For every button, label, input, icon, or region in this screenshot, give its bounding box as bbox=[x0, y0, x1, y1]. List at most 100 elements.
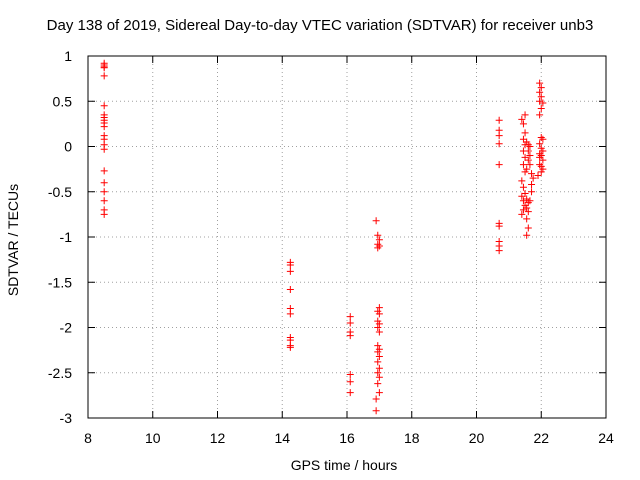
y-tick-label: -2.5 bbox=[48, 365, 72, 381]
data-point bbox=[523, 204, 531, 212]
data-point bbox=[100, 197, 108, 205]
data-point bbox=[526, 143, 534, 150]
y-tick-label: -2 bbox=[60, 320, 73, 336]
data-point bbox=[521, 190, 529, 198]
data-point bbox=[375, 236, 383, 244]
data-point bbox=[374, 348, 382, 356]
data-point bbox=[100, 179, 108, 187]
y-tick-label: 0.5 bbox=[53, 93, 73, 109]
data-point bbox=[375, 310, 383, 318]
data-point bbox=[526, 197, 534, 205]
y-tick-label: -1 bbox=[60, 229, 73, 245]
data-point bbox=[375, 389, 383, 397]
chart-title: Day 138 of 2019, Sidereal Day-to-day VTE… bbox=[46, 17, 594, 34]
y-tick-label: 1 bbox=[64, 48, 72, 64]
data-point bbox=[495, 116, 503, 124]
data-point bbox=[346, 371, 354, 379]
data-point bbox=[524, 224, 532, 232]
y-tick-label: -0.5 bbox=[48, 184, 72, 200]
data-point bbox=[524, 147, 532, 155]
data-point bbox=[528, 170, 536, 178]
data-points bbox=[100, 59, 547, 415]
x-tick-label: 8 bbox=[84, 430, 92, 446]
data-point bbox=[375, 320, 383, 328]
data-point bbox=[519, 197, 527, 205]
data-point bbox=[372, 217, 380, 225]
data-point bbox=[536, 153, 544, 161]
data-point bbox=[372, 407, 380, 415]
data-point bbox=[524, 141, 532, 149]
x-tick-labels: 8 10 12 14 16 18 20 22 24 bbox=[84, 430, 614, 446]
data-point bbox=[537, 84, 545, 92]
x-tick-label: 24 bbox=[598, 430, 614, 446]
x-tick-label: 14 bbox=[274, 430, 290, 446]
data-point bbox=[346, 319, 354, 327]
data-point bbox=[519, 206, 527, 214]
x-tick-label: 18 bbox=[404, 430, 420, 446]
data-point bbox=[537, 104, 545, 112]
data-point bbox=[372, 395, 380, 403]
data-point bbox=[536, 97, 544, 105]
data-point bbox=[100, 145, 108, 153]
x-tick-label: 20 bbox=[469, 430, 485, 446]
data-point bbox=[519, 120, 527, 128]
data-point bbox=[100, 167, 108, 175]
data-point bbox=[100, 102, 108, 110]
data-point bbox=[374, 324, 382, 331]
data-point bbox=[534, 171, 542, 179]
data-point bbox=[374, 231, 382, 239]
data-point bbox=[375, 373, 383, 381]
data-point bbox=[524, 208, 532, 216]
data-point bbox=[539, 99, 547, 107]
data-point bbox=[537, 133, 545, 141]
data-point bbox=[375, 242, 383, 250]
y-tick-label: -3 bbox=[60, 410, 73, 426]
data-point bbox=[526, 152, 534, 160]
data-point bbox=[374, 244, 382, 252]
y-tick-label: -1.5 bbox=[48, 274, 72, 290]
data-point bbox=[537, 93, 545, 101]
data-point bbox=[518, 210, 526, 218]
data-point bbox=[286, 267, 294, 275]
data-point bbox=[536, 79, 544, 87]
data-point bbox=[524, 156, 532, 164]
data-point bbox=[519, 183, 527, 191]
data-point bbox=[495, 161, 503, 169]
plot-frame bbox=[87, 55, 607, 419]
data-point bbox=[495, 140, 503, 148]
data-point bbox=[537, 168, 545, 176]
x-tick-label: 12 bbox=[210, 430, 226, 446]
data-point bbox=[523, 165, 531, 173]
data-point bbox=[518, 115, 526, 123]
data-point bbox=[536, 88, 544, 96]
x-tick-label: 16 bbox=[339, 430, 355, 446]
data-point bbox=[346, 313, 354, 321]
data-point bbox=[519, 161, 527, 169]
x-axis-label: GPS time / hours bbox=[290, 457, 398, 473]
data-point bbox=[528, 188, 536, 196]
y-axis-label: SDTVAR / TECUs bbox=[5, 183, 21, 297]
data-point bbox=[518, 177, 526, 185]
data-point bbox=[346, 332, 354, 340]
data-point bbox=[100, 123, 108, 131]
data-point bbox=[100, 210, 108, 218]
data-point bbox=[374, 369, 382, 377]
data-point bbox=[521, 111, 529, 119]
data-point bbox=[536, 140, 544, 148]
y-tick-label: 0 bbox=[64, 139, 72, 155]
data-point bbox=[526, 161, 534, 169]
data-point bbox=[286, 285, 294, 293]
data-point bbox=[375, 328, 383, 336]
data-point bbox=[523, 231, 531, 239]
data-point bbox=[286, 310, 294, 318]
data-point bbox=[286, 261, 294, 269]
data-point bbox=[374, 380, 382, 388]
data-point bbox=[524, 199, 532, 207]
data-point bbox=[536, 111, 544, 119]
data-point bbox=[286, 343, 294, 351]
data-point bbox=[375, 304, 383, 312]
data-point bbox=[521, 129, 529, 137]
grid-lines bbox=[88, 56, 606, 418]
y-tick-labels: 1 0.5 0 -0.5 -1 -1.5 -2 -2.5 -3 bbox=[48, 48, 72, 426]
